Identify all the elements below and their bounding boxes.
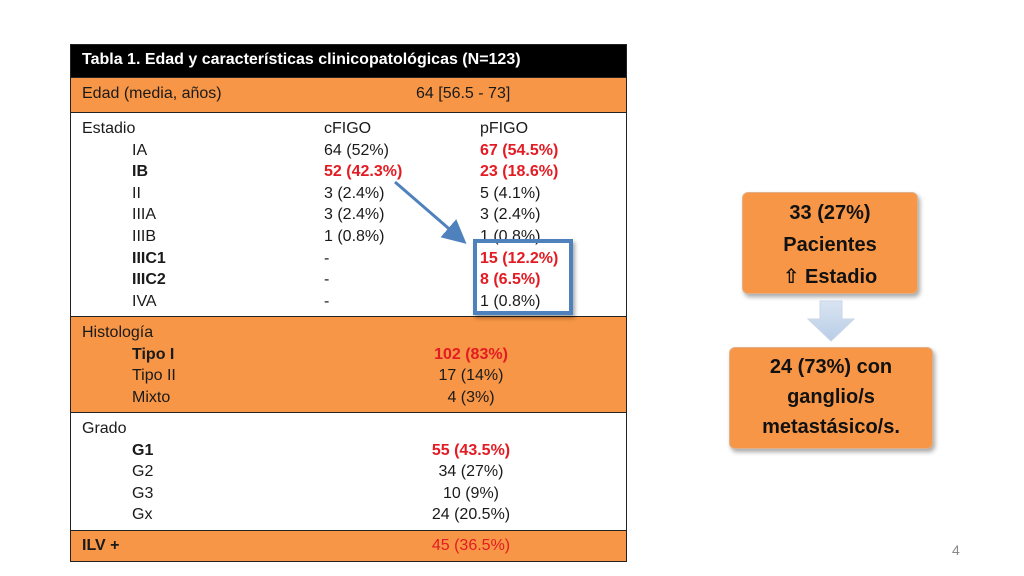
cfigo-ii: 3 (2.4%) <box>324 184 385 202</box>
grado-name-g1: G1 <box>132 441 154 459</box>
pfigo-iva: 1 (0.8%) <box>480 292 541 310</box>
pfigo-iiic1: 15 (12.2%) <box>480 249 559 267</box>
pfigo-iiia: 3 (2.4%) <box>480 206 541 224</box>
callout1-line3: ⇧ Estadio <box>782 266 878 288</box>
pfigo-iiic2: 8 (6.5%) <box>480 271 541 289</box>
edad-value: 64 [56.5 - 73] <box>416 85 511 102</box>
grado-value-g3: 10 (9%) <box>442 484 500 502</box>
grado-value-g2: 34 (27%) <box>438 463 504 481</box>
histologia-value-mixto: 4 (3%) <box>447 388 495 406</box>
histologia-name-mixto: Mixto <box>132 388 171 406</box>
pfigo-ii: 5 (4.1%) <box>480 184 541 202</box>
grado-name-g3: G3 <box>132 484 154 502</box>
stage-name-ib: IB <box>132 163 148 181</box>
grado-value-gx: 24 (20.5%) <box>431 506 511 524</box>
pfigo-ib: 23 (18.6%) <box>480 163 559 181</box>
callout1-line1: 33 (27%) <box>789 202 871 224</box>
callout-ganglios: 24 (73%) con ganglio/s metastásico/s. <box>729 347 933 449</box>
callout2-line1: 24 (73%) con <box>769 356 893 378</box>
stage-name-ia: IA <box>132 141 148 159</box>
grado-name-g2: G2 <box>132 463 154 481</box>
callout2-line2: ganglio/s <box>787 386 875 408</box>
estadio-label: Estadio <box>82 120 136 137</box>
edad-label: Edad (media, años) <box>82 85 222 102</box>
clinicopathologic-table: Tabla 1. Edad y características clinicop… <box>70 44 627 562</box>
estadio-section: Estadio cFIGO pFIGO IA 64 (52%) 67 (54.5… <box>71 113 626 317</box>
stage-name-iiia: IIIA <box>132 206 157 224</box>
histologia-name-tipo-ii: Tipo II <box>132 367 176 385</box>
histologia-label: Histología <box>82 324 154 341</box>
edad-row: Edad (media, años) 64 [56.5 - 73] <box>71 78 626 113</box>
cfigo-ia: 64 (52%) <box>324 141 389 159</box>
histologia-value-tipo-i: 102 (83%) <box>434 345 508 363</box>
table-title: Tabla 1. Edad y características clinicop… <box>71 45 626 78</box>
grado-section: Grado G1 55 (43.5%) G2 34 (27%) G3 10 (9… <box>71 413 626 531</box>
pfigo-header: pFIGO <box>480 120 529 137</box>
cfigo-iiia: 3 (2.4%) <box>324 206 385 224</box>
stage-name-iiic2: IIIC2 <box>132 271 166 289</box>
callout2-line3: metastásico/s. <box>762 416 900 438</box>
stage-name-iva: IVA <box>132 292 157 310</box>
cfigo-iva: - <box>324 292 330 310</box>
down-arrow-icon <box>806 300 856 342</box>
grado-name-gx: Gx <box>132 506 153 524</box>
ilv-value: 45 (36.5%) <box>431 537 511 554</box>
stage-name-iiic1: IIIC1 <box>132 249 166 267</box>
grado-label: Grado <box>82 420 127 437</box>
histologia-value-tipo-ii: 17 (14%) <box>438 367 504 385</box>
stage-name-ii: II <box>132 184 141 202</box>
grado-value-g1: 55 (43.5%) <box>431 441 511 459</box>
histologia-name-tipo-i: Tipo I <box>132 345 175 363</box>
pfigo-highlight-box <box>473 239 573 315</box>
ilv-label: ILV + <box>82 537 120 554</box>
callout1-line2: Pacientes <box>783 234 877 256</box>
cfigo-iiic1: - <box>324 249 330 267</box>
cfigo-header: cFIGO <box>324 120 372 137</box>
callout-pacientes-estadio: 33 (27%) Pacientes ⇧ Estadio <box>742 192 918 294</box>
ilv-row: ILV + 45 (36.5%) <box>71 531 626 561</box>
histologia-section: Histología Tipo I 102 (83%) Tipo II 17 (… <box>71 317 626 413</box>
stage-name-iiib: IIIB <box>132 228 157 245</box>
cfigo-iiic2: - <box>324 271 330 289</box>
page-number: 4 <box>952 542 960 558</box>
cfigo-ib: 52 (42.3%) <box>324 163 403 181</box>
cfigo-iiib: 1 (0.8%) <box>324 228 385 245</box>
pfigo-ia: 67 (54.5%) <box>480 141 559 159</box>
